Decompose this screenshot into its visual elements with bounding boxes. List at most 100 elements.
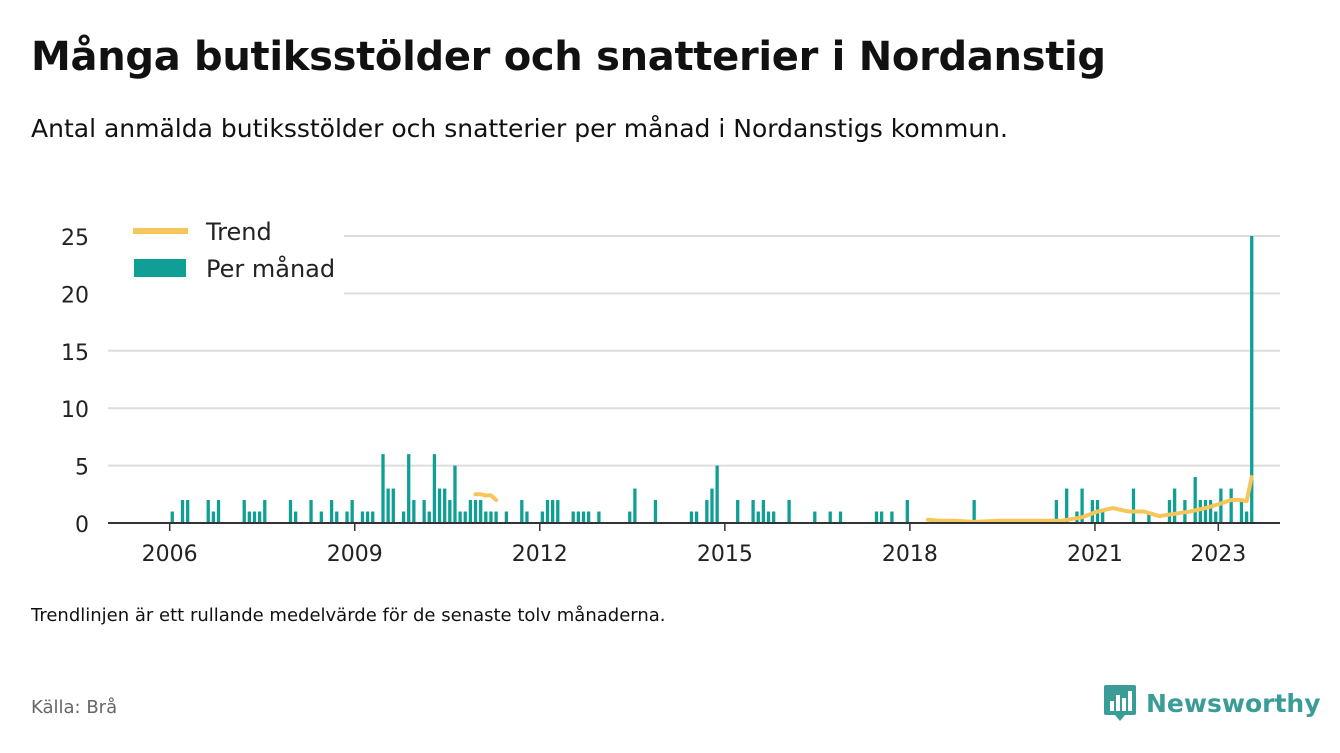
trend-line [925, 475, 1254, 524]
bar [422, 500, 426, 523]
bar [1054, 500, 1059, 523]
bar [1229, 488, 1233, 523]
bar [427, 511, 431, 523]
bar [473, 500, 478, 523]
bar [288, 500, 293, 523]
bar [890, 511, 894, 523]
bar [1147, 511, 1151, 523]
bar [1250, 236, 1254, 523]
bar [360, 511, 365, 523]
bar [211, 511, 216, 523]
legend-bar-label: Per månad [206, 254, 335, 283]
bar [1167, 500, 1172, 523]
bar [216, 500, 221, 523]
y-tick-label: 20 [61, 283, 89, 308]
bar [874, 511, 879, 523]
chart-legend: Trend Per månad [108, 213, 344, 295]
bar [407, 454, 411, 523]
bar [905, 500, 909, 523]
bar [628, 511, 632, 523]
bar [350, 500, 354, 523]
bar [761, 500, 766, 523]
bar [653, 500, 658, 523]
bar [381, 454, 385, 523]
bar [293, 511, 298, 523]
bar [309, 500, 313, 523]
bar [180, 500, 185, 523]
x-tick-label: 2021 [1067, 542, 1123, 567]
bar [448, 500, 452, 523]
x-tick-label: 2009 [327, 542, 383, 567]
bar [1198, 500, 1202, 523]
bar [252, 511, 257, 523]
y-tick-label: 5 [75, 456, 89, 481]
bar [1101, 511, 1105, 523]
bar [484, 511, 488, 523]
bar [1219, 488, 1223, 523]
bar [710, 488, 714, 523]
bar [540, 511, 545, 523]
brand-name: Newsworthy [1146, 688, 1321, 718]
bar [694, 511, 699, 523]
bar [689, 511, 694, 523]
bar [1080, 488, 1084, 523]
bar [345, 511, 349, 523]
bar [247, 511, 252, 523]
source-label: Källa: Brå [31, 697, 118, 718]
x-tick-label: 2006 [142, 542, 198, 567]
bar [494, 511, 498, 523]
x-tick-label: 2023 [1190, 542, 1246, 567]
bar [1214, 511, 1218, 523]
bar [170, 511, 174, 523]
bar [736, 500, 740, 523]
bar [581, 511, 586, 523]
legend-bar-swatch [134, 259, 186, 277]
bar [787, 500, 791, 523]
bar [633, 488, 637, 523]
bar [550, 500, 555, 523]
bar [453, 465, 457, 523]
bar [443, 488, 447, 523]
bar [813, 511, 817, 523]
x-tick-label: 2015 [697, 542, 753, 567]
bar [520, 500, 524, 523]
bar [206, 500, 210, 523]
bar [586, 511, 591, 523]
bar [186, 500, 190, 523]
bar [1065, 488, 1069, 523]
bar [489, 511, 493, 523]
bar [468, 500, 473, 523]
trend-line [473, 492, 499, 502]
trend-note: Trendlinjen är ett rullande medelvärde f… [31, 605, 666, 626]
bar [1244, 511, 1249, 523]
bar [1131, 488, 1136, 523]
bar [972, 500, 976, 523]
bar [828, 511, 832, 523]
bar [386, 488, 390, 523]
bar [597, 511, 601, 523]
y-tick-label: 15 [61, 341, 89, 366]
bar [772, 511, 776, 523]
chart-subtitle: Antal anmälda butiksstölder och snatteri… [31, 114, 1008, 143]
bar [545, 500, 550, 523]
bar [838, 511, 843, 523]
bar [1239, 500, 1244, 523]
legend-background [108, 213, 344, 295]
bar [412, 500, 416, 523]
bar [329, 500, 334, 523]
bar [257, 511, 262, 523]
newsworthy-brand[interactable]: Newsworthy [1103, 683, 1321, 723]
bar [751, 500, 755, 523]
chart: 0 5 10 15 20 25 2006 2009 2012 2015 2018 2021 2023 T… [61, 213, 1280, 567]
newsworthy-logo-icon [1104, 685, 1136, 721]
chart-title: Många butiksstölder och snatterier i Nor… [31, 34, 1106, 80]
y-tick-label: 25 [61, 226, 89, 251]
bar [463, 511, 467, 523]
x-tick-label: 2012 [512, 542, 568, 567]
bar [576, 511, 580, 523]
y-tick-label: 10 [61, 398, 89, 423]
bar [401, 511, 406, 523]
bar [391, 488, 395, 523]
bar [263, 500, 267, 523]
x-tick-label: 2018 [882, 542, 938, 567]
